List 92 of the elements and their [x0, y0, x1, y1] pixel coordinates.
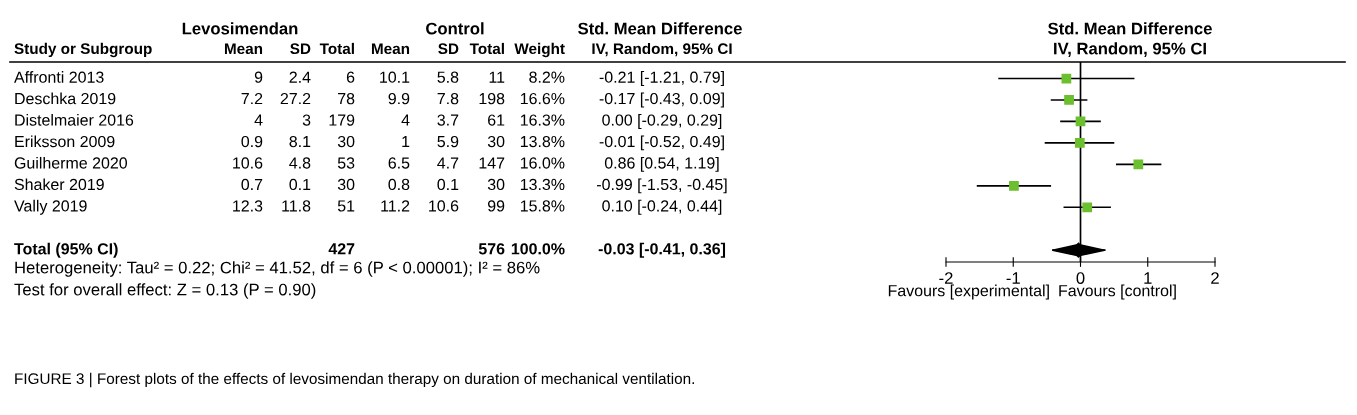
- text: 0.00 [-0.29, 0.29]: [602, 114, 722, 129]
- text: 198: [479, 92, 505, 105]
- text: 16.6%: [520, 92, 565, 105]
- category-label: Vally 2019: [14, 199, 87, 215]
- category-label: IV, Random, 95% CI: [592, 42, 732, 57]
- category-label: Deschka 2019: [15, 92, 116, 105]
- text: 11.2: [381, 200, 410, 212]
- text: -0.17 [-0.43, 0.09]: [599, 92, 724, 108]
- text: 4.8: [289, 157, 311, 169]
- category-label: Total: [469, 42, 504, 55]
- text: 10.6: [233, 157, 263, 169]
- text: -0.03 [-0.41, 0.36]: [598, 242, 726, 258]
- text: 6.5: [388, 157, 410, 169]
- category-label: Mean: [224, 43, 263, 55]
- text: 3: [302, 114, 311, 126]
- x-tick-label: 2: [1211, 272, 1219, 284]
- category-label: Study or Subgroup: [14, 42, 152, 58]
- text: 9: [254, 71, 263, 83]
- caption: FIGURE 3 | Forest plots of the effects of levosimendan therapy on duration of mechanical ventilation.: [15, 372, 694, 388]
- text: 4.7: [437, 157, 459, 169]
- text: 12.3: [233, 200, 263, 212]
- text: 0.1: [437, 178, 459, 191]
- chart-subtitle: IV, Random, 95% CI: [1054, 42, 1206, 57]
- text: 30: [487, 135, 505, 148]
- text: 7.8: [437, 92, 459, 105]
- text: Test for overall effect: Z = 0.13 (P = 0.90): [14, 283, 316, 299]
- text: 10.1: [380, 71, 410, 83]
- text: 2.4: [289, 71, 311, 83]
- category-label: Guilherme 2020: [14, 156, 128, 169]
- x-tick-label: -1: [1006, 272, 1020, 284]
- text: Heterogeneity: Tau² = 0.22; Chi² = 41.52, df = 6 (P < 0.00001); I² = 86%: [15, 261, 540, 277]
- text: Std. Mean Difference: [578, 22, 742, 35]
- text: 6: [346, 71, 355, 83]
- text: 9.9: [388, 92, 410, 105]
- text: 30: [487, 178, 505, 191]
- x-tick-label: -2: [939, 272, 953, 284]
- x-tick-label: 0: [1076, 272, 1085, 284]
- text: 99: [487, 200, 505, 212]
- text: Favours [experimental]: [888, 284, 1049, 300]
- text: 61: [488, 114, 505, 126]
- text: 0.10 [-0.24, 0.44]: [602, 199, 722, 215]
- text: 7.2: [241, 92, 263, 105]
- text: 16.3%: [520, 114, 565, 126]
- text: 0.9: [241, 135, 263, 148]
- text: 0.1: [289, 178, 311, 191]
- text: 0.86 [0.54, 1.19]: [604, 156, 719, 172]
- text: 27.2: [280, 92, 311, 105]
- text: 30: [337, 135, 355, 148]
- text: 53: [337, 157, 355, 169]
- text: Favours [control]: [1059, 284, 1176, 300]
- category-label: SD: [438, 43, 459, 55]
- category-label: Eriksson 2009: [15, 135, 115, 148]
- text: Levosimendan: [182, 22, 298, 35]
- category-label: Total: [319, 42, 354, 55]
- text: 4: [254, 114, 263, 126]
- text: 5.9: [437, 135, 459, 148]
- text: 51: [337, 200, 355, 212]
- text: 3.7: [437, 114, 459, 126]
- text: 8.1: [289, 135, 311, 148]
- text: 13.8%: [520, 135, 565, 148]
- text: Control: [426, 22, 484, 35]
- text: 5.8: [437, 71, 459, 83]
- text: 576: [478, 243, 505, 255]
- text: 147: [479, 157, 505, 169]
- text: -0.01 [-0.52, 0.49]: [599, 135, 724, 151]
- text: 427: [328, 243, 355, 255]
- text: 30: [337, 178, 355, 191]
- text: 10.6: [429, 200, 459, 212]
- text: 16.0%: [520, 157, 565, 169]
- text: -0.99 [-1.53, -0.45]: [597, 178, 727, 194]
- text: 4: [401, 114, 410, 126]
- category-label: Affronti 2013: [14, 71, 104, 83]
- category-label: Total (95% CI): [14, 242, 118, 258]
- text: 100.0%: [511, 243, 565, 255]
- text: 15.8%: [520, 200, 565, 212]
- text: 1: [402, 136, 410, 148]
- text: 11: [489, 71, 505, 83]
- category-label: SD: [290, 43, 311, 55]
- text: 179: [329, 114, 355, 126]
- text: 8.2%: [529, 71, 565, 83]
- text: 13.3%: [520, 178, 565, 191]
- text: 11.8: [282, 200, 311, 212]
- category-label: Distelmaier 2016: [15, 114, 134, 126]
- text: -0.21 [-1.21, 0.79]: [599, 71, 724, 86]
- text: 0.7: [241, 178, 263, 191]
- category-label: Mean: [371, 43, 410, 55]
- category-label: Weight: [514, 42, 565, 58]
- x-tick-label: 1: [1144, 272, 1152, 284]
- chart-title: Std. Mean Difference: [1048, 22, 1212, 35]
- category-label: Shaker 2019: [14, 178, 104, 191]
- text: 0.8: [388, 178, 410, 191]
- text: 78: [338, 92, 355, 105]
